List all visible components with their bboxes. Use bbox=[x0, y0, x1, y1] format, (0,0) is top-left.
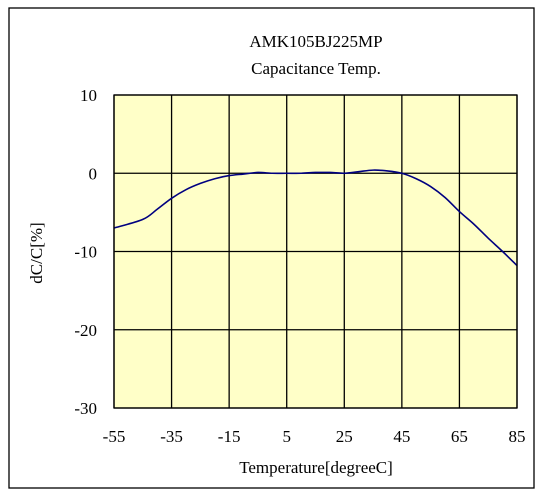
x-tick-label: -55 bbox=[103, 427, 126, 446]
y-tick-labels: 10 0 -10 -20 -30 bbox=[74, 86, 97, 418]
x-tick-label: 65 bbox=[451, 427, 468, 446]
x-tick-label: 85 bbox=[509, 427, 526, 446]
grid-lines bbox=[113, 94, 518, 409]
chart-title: AMK105BJ225MP bbox=[249, 32, 382, 51]
x-axis-label: Temperature[degreeC] bbox=[239, 458, 393, 477]
y-tick-label: -20 bbox=[74, 321, 97, 340]
y-tick-label: -30 bbox=[74, 399, 97, 418]
y-axis-label: dC/C[%] bbox=[27, 222, 46, 283]
y-tick-label: 10 bbox=[80, 86, 97, 105]
x-tick-labels: -55 -35 -15 5 25 45 65 85 bbox=[103, 427, 526, 446]
x-tick-label: 25 bbox=[336, 427, 353, 446]
x-tick-label: 5 bbox=[282, 427, 291, 446]
chart-subtitle: Capacitance Temp. bbox=[251, 59, 381, 78]
x-tick-label: -35 bbox=[160, 427, 183, 446]
plot-frame bbox=[113, 94, 518, 409]
y-tick-label: 0 bbox=[89, 164, 98, 183]
x-tick-label: 45 bbox=[393, 427, 410, 446]
y-tick-label: -10 bbox=[74, 243, 97, 262]
series-line bbox=[113, 169, 518, 267]
x-tick-label: -15 bbox=[218, 427, 241, 446]
series-layer bbox=[113, 169, 518, 267]
